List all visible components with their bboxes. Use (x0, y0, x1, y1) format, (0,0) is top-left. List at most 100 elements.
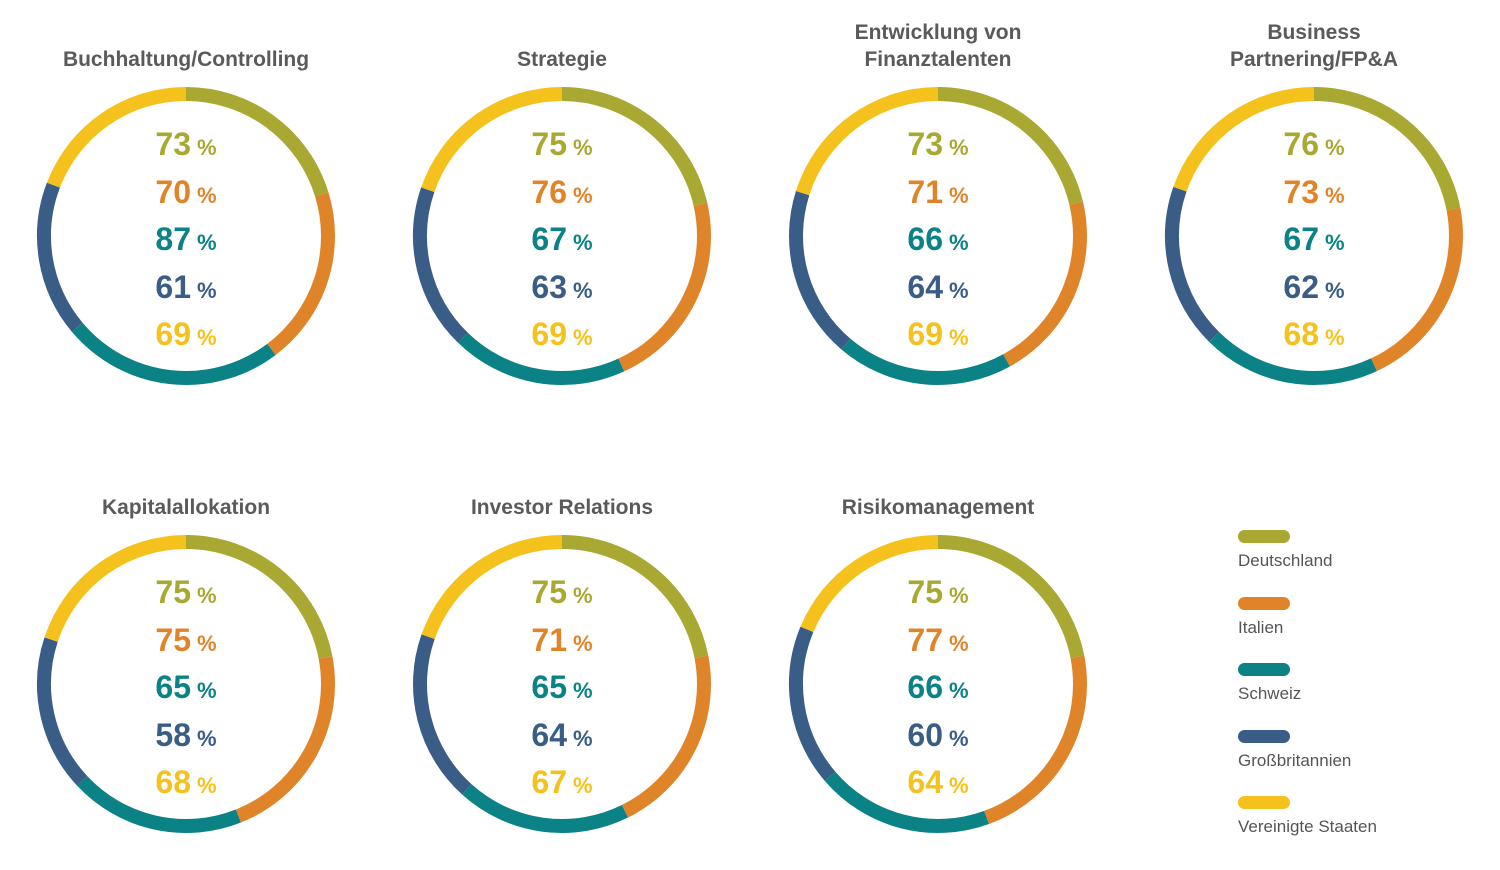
chart-title-line: Finanztalenten (864, 48, 1012, 71)
ring-segment-italien (267, 192, 335, 355)
value-label: 87 (155, 221, 192, 257)
donut-ring (413, 535, 711, 833)
value-label: 58 (155, 716, 192, 753)
value-row-vereinigte-staaten: 68% (16, 764, 356, 807)
value-row-schweiz: 66% (768, 221, 1108, 264)
value-unit: % (1325, 325, 1345, 350)
value-label: 70 (155, 173, 192, 210)
value-unit: % (1325, 230, 1345, 255)
value-row-italien: 75% (16, 622, 356, 665)
value-row-deutschland: 73% (16, 126, 356, 169)
ring-segment-grossbritannien (1165, 186, 1220, 342)
value-label: 68 (1283, 316, 1320, 352)
value-row-deutschland: 75% (392, 126, 732, 169)
legend-label-italien: Italien (1238, 618, 1284, 637)
donut-chart-buchhaltung-controlling: Buchhaltung/Controlling 73% 70% 87% 61% 69% (16, 0, 356, 400)
value-row-italien: 77% (768, 622, 1108, 665)
value-row-deutschland: 76% (1144, 126, 1484, 169)
value-unit: % (573, 725, 593, 751)
ring-segment-grossbritannien (789, 626, 836, 781)
value-label: 75 (155, 574, 192, 610)
value-unit: % (197, 678, 217, 703)
legend-label-deutschland: Deutschland (1238, 551, 1333, 570)
value-unit: % (573, 135, 593, 160)
ring-segment-vereinigte-staaten (800, 535, 939, 633)
value-row-italien: 70% (16, 174, 356, 217)
donut-chart-kapitalallokation: Kapitalallokation 75% 75% 65% 58% 68% (16, 448, 356, 848)
value-unit: % (1325, 135, 1345, 160)
donut-chart-investor-relations: Investor Relations 75% 71% 65% 64% 67% (392, 448, 732, 848)
value-row-grossbritannien: 63% (392, 269, 732, 312)
value-unit: % (573, 773, 593, 798)
value-label: 66 (907, 669, 944, 705)
ring-segment-deutschland (937, 535, 1085, 659)
legend-swatch-grossbritannien (1238, 730, 1290, 743)
value-unit: % (197, 182, 217, 208)
ring-segment-deutschland (937, 87, 1083, 205)
legend-item-italien: Italien (1238, 597, 1478, 647)
ring-segment-italien (1370, 207, 1463, 372)
chart-title-line: Risikomanagement (841, 496, 1035, 519)
donut-chart-entwicklung-von-finanztalenten: Entwicklung von Finanztalenten 73% 71% 66% 64… (768, 0, 1108, 400)
value-row-grossbritannien: 64% (392, 717, 732, 760)
ring-segment-italien (1003, 201, 1087, 367)
ring-segment-italien (621, 655, 711, 818)
legend-item-schweiz: Schweiz (1238, 663, 1478, 713)
ring-segment-schweiz (77, 776, 241, 833)
value-unit: % (949, 325, 969, 350)
value-label: 65 (531, 669, 568, 705)
value-label: 75 (155, 621, 192, 658)
ring-segment-deutschland (185, 87, 329, 197)
legend-item-vereinigte-staaten: Vereinigte Staaten (1238, 796, 1478, 846)
value-unit: % (197, 725, 217, 751)
value-label: 75 (531, 126, 568, 162)
value-unit: % (573, 325, 593, 350)
value-label: 64 (531, 716, 568, 753)
legend-swatch-vereinigte-staaten (1238, 796, 1290, 809)
legend-label-schweiz: Schweiz (1238, 684, 1302, 703)
ring-segment-vereinigte-staaten (1173, 87, 1315, 192)
donut-ring (789, 87, 1087, 385)
ring-segment-schweiz (841, 338, 1010, 385)
value-label: 71 (907, 173, 944, 210)
chart-title-line: Partnering/FP&A (1229, 48, 1399, 71)
value-row-vereinigte-staaten: 69% (768, 316, 1108, 359)
value-label: 69 (155, 316, 192, 352)
value-row-deutschland: 75% (16, 574, 356, 617)
value-unit: % (197, 277, 217, 303)
chart-title-line: Strategie (517, 48, 607, 71)
ring-segment-grossbritannien (789, 190, 851, 350)
value-label: 60 (907, 716, 944, 753)
value-unit: % (949, 230, 969, 255)
value-row-schweiz: 66% (768, 669, 1108, 712)
value-unit: % (573, 678, 593, 703)
value-label: 67 (531, 764, 568, 800)
value-label: 69 (907, 316, 944, 352)
value-row-italien: 73% (1144, 174, 1484, 217)
value-label: 66 (907, 221, 944, 257)
value-row-vereinigte-staaten: 64% (768, 764, 1108, 807)
ring-segment-schweiz (462, 784, 629, 833)
value-row-grossbritannien: 62% (1144, 269, 1484, 312)
donut-chart-risikomanagement: Risikomanagement 75% 77% 66% 60% 64% (768, 448, 1108, 848)
ring-segment-grossbritannien (413, 634, 472, 795)
value-label: 75 (907, 574, 944, 610)
ring-segment-schweiz (458, 332, 625, 385)
value-row-deutschland: 75% (768, 574, 1108, 617)
donut-ring (789, 535, 1087, 833)
value-label: 67 (531, 221, 568, 257)
value-label: 64 (907, 268, 944, 305)
value-unit: % (949, 277, 969, 303)
ring-segment-deutschland (1313, 87, 1461, 211)
ring-segment-vereinigte-staaten (795, 87, 939, 196)
value-unit: % (197, 583, 217, 608)
value-row-grossbritannien: 64% (768, 269, 1108, 312)
ring-segment-deutschland (561, 87, 708, 207)
ring-segment-vereinigte-staaten (44, 535, 187, 642)
ring-segment-grossbritannien (37, 182, 83, 332)
value-label: 76 (1283, 126, 1320, 162)
legend-swatch-italien (1238, 597, 1290, 610)
value-label: 73 (1283, 173, 1320, 210)
value-unit: % (197, 325, 217, 350)
value-row-schweiz: 65% (392, 669, 732, 712)
